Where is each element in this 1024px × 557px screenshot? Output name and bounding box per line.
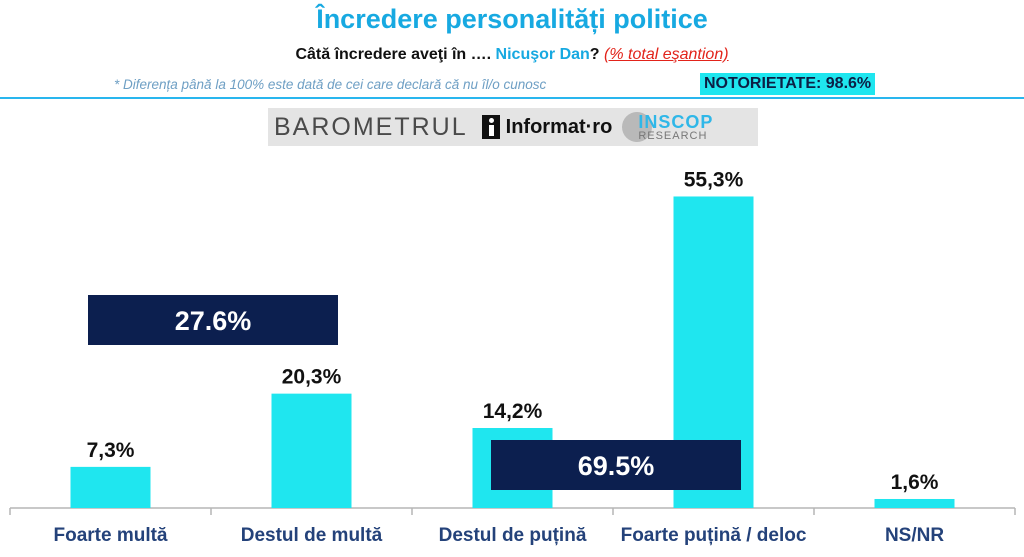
value-label-4: 55,3% <box>684 168 744 191</box>
inscop-logo-text: INSCOP RESEARCH <box>638 113 713 142</box>
survey-question: Câtă încredere aveţi în …. Nicuşor Dan? … <box>0 46 1024 64</box>
category-label-3: Destul de puțină <box>439 525 587 546</box>
informat-logo-text: Informat·ro <box>505 115 613 138</box>
sample-note: (% total eşantion) <box>604 46 729 63</box>
summary-box-1 <box>88 295 338 345</box>
notoriety-badge: NOTORIETATE: 98.6% <box>700 73 876 95</box>
bar-1 <box>70 466 151 508</box>
inscop-subtitle: RESEARCH <box>638 129 708 142</box>
value-label-2: 20,3% <box>282 366 342 389</box>
summary-box-2 <box>491 440 741 490</box>
summary-label-2: 69.5% <box>578 451 655 481</box>
barometrul-logo-text: BAROMETRUL <box>274 112 468 141</box>
inscop-logo-icon <box>622 112 653 142</box>
category-label-2: Destul de multă <box>241 525 383 546</box>
value-label-5: 1,6% <box>891 471 939 494</box>
inscop-name: INSCOP <box>638 111 714 132</box>
page-title: Încredere personalități politice <box>316 4 708 34</box>
header-divider <box>0 97 1024 99</box>
footnote: * Diferența până la 100% este dată de ce… <box>114 77 547 92</box>
bar-5 <box>874 498 955 508</box>
summary-label-1: 27.6% <box>175 306 252 336</box>
informat-logo-icon <box>481 115 500 139</box>
inscop-logo: INSCOP RESEARCH <box>622 112 713 142</box>
value-label-1: 7,3% <box>87 439 135 462</box>
bar-2 <box>271 393 352 508</box>
person-name: Nicuşor Dan <box>495 46 590 63</box>
question-prefix: Câtă încredere aveţi în …. <box>295 46 492 63</box>
category-label-4: Foarte puțină / deloc <box>621 525 807 546</box>
category-label-1: Foarte multă <box>53 525 167 546</box>
barometer-logo-banner: BAROMETRUL Informat·ro INSCOP RESEARCH <box>268 108 758 146</box>
value-label-3: 14,2% <box>483 400 543 423</box>
question-mark: ? <box>589 46 600 63</box>
category-label-5: NS/NR <box>885 525 944 546</box>
